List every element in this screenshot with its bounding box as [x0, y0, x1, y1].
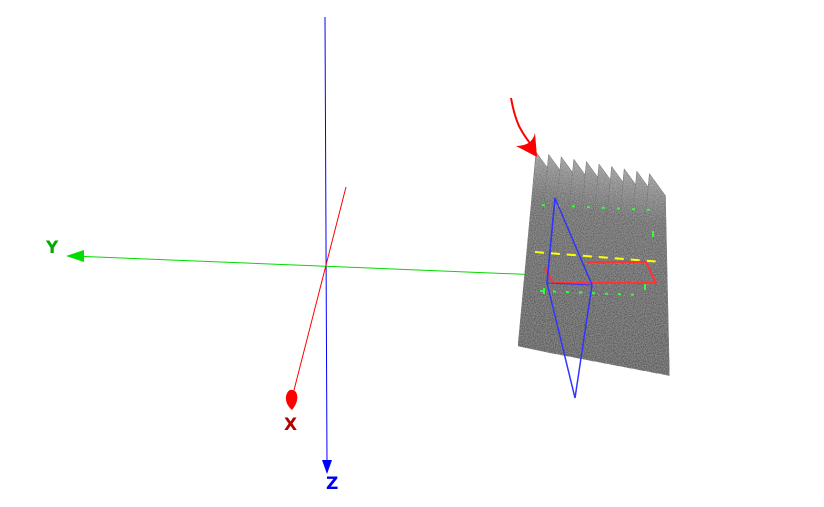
z-axis-line	[324, 16, 328, 466]
x-axis-arrowhead	[285, 389, 298, 410]
z-axis-arrowhead	[322, 460, 332, 474]
z-axis-label: Z	[326, 474, 338, 494]
y-axis-arrowhead	[66, 250, 84, 262]
frustum-edge	[546, 197, 556, 284]
marker-arrow-head	[516, 133, 537, 157]
dashed-line-yellow	[534, 251, 663, 263]
axes-gizmo: X Y Z	[45, 16, 567, 494]
y-axis-line	[71, 255, 567, 277]
dashed-line-green-top	[541, 204, 653, 211]
red-rectangle	[544, 261, 658, 284]
camera-overlay	[534, 197, 663, 399]
x-axis-label: X	[284, 415, 297, 435]
frustum-diagonal	[546, 282, 593, 286]
marker-arrow	[510, 97, 537, 157]
marker-arrow-shaft	[510, 97, 534, 148]
x-axis-line	[291, 186, 347, 399]
image-slice	[631, 172, 670, 376]
y-axis-label: Y	[45, 238, 59, 258]
